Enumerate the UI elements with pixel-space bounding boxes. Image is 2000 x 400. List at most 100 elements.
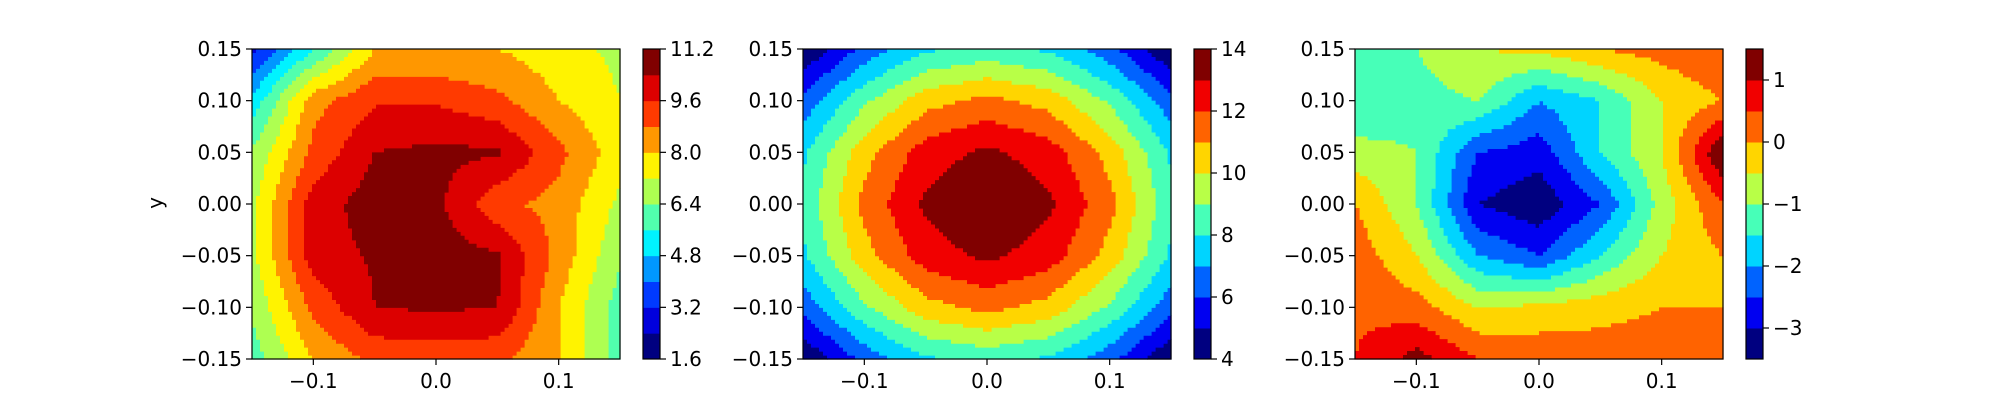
- colorbar-tick-label: 0: [1773, 130, 1786, 154]
- contour-band: [256, 49, 621, 360]
- colorbar-segment: [643, 333, 660, 360]
- colorbar-segment: [643, 178, 660, 205]
- colorbar-segment: [1194, 173, 1211, 205]
- colorbar-segment: [1746, 111, 1763, 143]
- y-tick-label: 0.00: [197, 192, 242, 216]
- x-tick-label: 0.0: [420, 369, 452, 393]
- colorbar-tick-label: 1: [1773, 68, 1786, 92]
- colorbar-segment: [1746, 80, 1763, 112]
- colorbar-segment: [1194, 204, 1211, 236]
- colorbar-segment: [1194, 111, 1211, 143]
- colorbar-tick-label: 3.2: [670, 295, 702, 319]
- y-tick-label: 0.05: [197, 140, 242, 164]
- contour-band: [887, 120, 1088, 289]
- colorbar-tick-label: 8: [1221, 223, 1234, 247]
- colorbar-tick-label: 8.0: [670, 140, 702, 164]
- colorbar-segment: [643, 74, 660, 102]
- contour-band: [1463, 132, 1600, 257]
- colorbar-tick-label: 14: [1221, 37, 1246, 61]
- colorbar-tick-label: −2: [1773, 254, 1802, 278]
- colorbar-segment: [643, 255, 660, 282]
- panel-2-plot-area: [803, 49, 1172, 360]
- colorbar-tick-label: −1: [1773, 192, 1802, 216]
- contour-band: [252, 49, 313, 118]
- contour-band: [252, 49, 621, 360]
- colorbar-tick-label: 1.6: [670, 347, 702, 371]
- colorbar-segment: [1194, 266, 1211, 298]
- contour-band: [272, 49, 601, 360]
- panel-2-colorbar: 4 6 8 10 12 14: [1193, 37, 1246, 371]
- colorbar-segment: [1194, 328, 1211, 360]
- panel-1-y-axis-label: y: [143, 197, 167, 209]
- x-tick-label: 0.1: [1094, 369, 1126, 393]
- contour-band: [803, 49, 1172, 360]
- colorbar-segment: [1746, 204, 1763, 236]
- contour-band: [344, 144, 501, 312]
- colorbar-segment: [1746, 49, 1763, 81]
- contour-band: [1355, 120, 1724, 360]
- colorbar-frame: [1193, 48, 1212, 360]
- colorbar-segment: [1194, 235, 1211, 267]
- colorbar-segment: [1194, 49, 1211, 81]
- panel-3-axes: −0.1 0.0 0.1 −0.15 −0.10 −0.05 0.00 0.05 0.10 0.1…: [1284, 37, 1724, 393]
- colorbar-tick-label: 10: [1221, 161, 1246, 185]
- panel-1-x-axis-label: x: [430, 393, 442, 400]
- x-tick-label: −0.1: [289, 369, 338, 393]
- y-tick-label: −0.10: [1284, 295, 1345, 319]
- panel-1-colorbar: 1.6 3.2 4.8 6.4 8.0 9.6 11.2: [642, 37, 715, 371]
- colorbar-tick-label: 12: [1221, 99, 1246, 123]
- colorbar-segment: [643, 229, 660, 257]
- colorbar-segment: [1746, 235, 1763, 267]
- y-tick-label: −0.10: [181, 295, 242, 319]
- contour-band: [288, 76, 569, 360]
- y-tick-label: 0.15: [748, 37, 793, 61]
- colorbar-segment: [1746, 173, 1763, 205]
- y-tick-label: −0.05: [1284, 244, 1345, 268]
- x-tick-label: 0.1: [543, 369, 575, 393]
- colorbar-segment: [643, 281, 660, 308]
- colorbar-segment: [1194, 80, 1211, 112]
- y-tick-label: 0.15: [1300, 37, 1345, 61]
- colorbar-tick-label: −3: [1773, 316, 1802, 340]
- panel-2-axes: −0.1 0.0 0.1 −0.15 −0.10 −0.05 0.00 0.05 0.10 0.1…: [732, 37, 1172, 393]
- x-tick-label: 0.1: [1646, 369, 1678, 393]
- colorbar-segment: [1746, 266, 1763, 298]
- colorbar-tick-label: 11.2: [670, 37, 715, 61]
- y-tick-label: −0.15: [732, 347, 793, 371]
- x-tick-label: −0.1: [1392, 369, 1441, 393]
- colorbar-segment: [1746, 328, 1763, 360]
- y-tick-label: 0.10: [1300, 89, 1345, 113]
- colorbar-segment: [643, 204, 660, 231]
- y-tick-label: 0.10: [197, 89, 242, 113]
- contour-band: [1447, 100, 1620, 269]
- panel-3-plot-area: [1355, 49, 1724, 360]
- y-tick-label: −0.05: [732, 244, 793, 268]
- y-tick-label: 0.00: [1300, 192, 1345, 216]
- y-tick-label: −0.15: [1284, 347, 1345, 371]
- contour-band: [304, 104, 533, 340]
- y-tick-label: 0.05: [1300, 140, 1345, 164]
- colorbar-segment: [643, 100, 660, 127]
- colorbar-segment: [1746, 142, 1763, 174]
- y-tick-label: 0.15: [197, 37, 242, 61]
- panel-3-colorbar: −3 −2 −1 0 1: [1745, 48, 1802, 360]
- colorbar-segment: [1746, 297, 1763, 329]
- y-tick-label: 0.05: [748, 140, 793, 164]
- colorbar-segment: [1194, 142, 1211, 174]
- contour-band: [1355, 49, 1724, 360]
- x-tick-label: 0.0: [1523, 369, 1555, 393]
- colorbar-tick-label: 9.6: [670, 89, 702, 113]
- panel-2: −0.1 0.0 0.1 −0.15 −0.10 −0.05 0.00 0.05 0.10 0.1…: [732, 37, 1247, 400]
- colorbar-tick-label: 6.4: [670, 192, 702, 216]
- colorbar-tick-label: 4.8: [670, 244, 702, 268]
- panel-1: −0.1 0.0 0.1 −0.15 −0.10 −0.05 0.00 0.05 0.10 0.1…: [143, 37, 715, 400]
- panel-1-axes: −0.1 0.0 0.1 −0.15 −0.10 −0.05 0.00 0.05 0.10 0.1…: [181, 37, 621, 393]
- panel-3: −0.1 0.0 0.1 −0.15 −0.10 −0.05 0.00 0.05 0.10 0.1…: [1284, 37, 1803, 400]
- colorbar-segment: [1194, 297, 1211, 329]
- x-tick-label: −0.1: [840, 369, 889, 393]
- y-tick-label: −0.05: [181, 244, 242, 268]
- contour-band: [1479, 172, 1564, 229]
- panel-1-plot-area: [252, 49, 621, 360]
- y-tick-label: −0.15: [181, 347, 242, 371]
